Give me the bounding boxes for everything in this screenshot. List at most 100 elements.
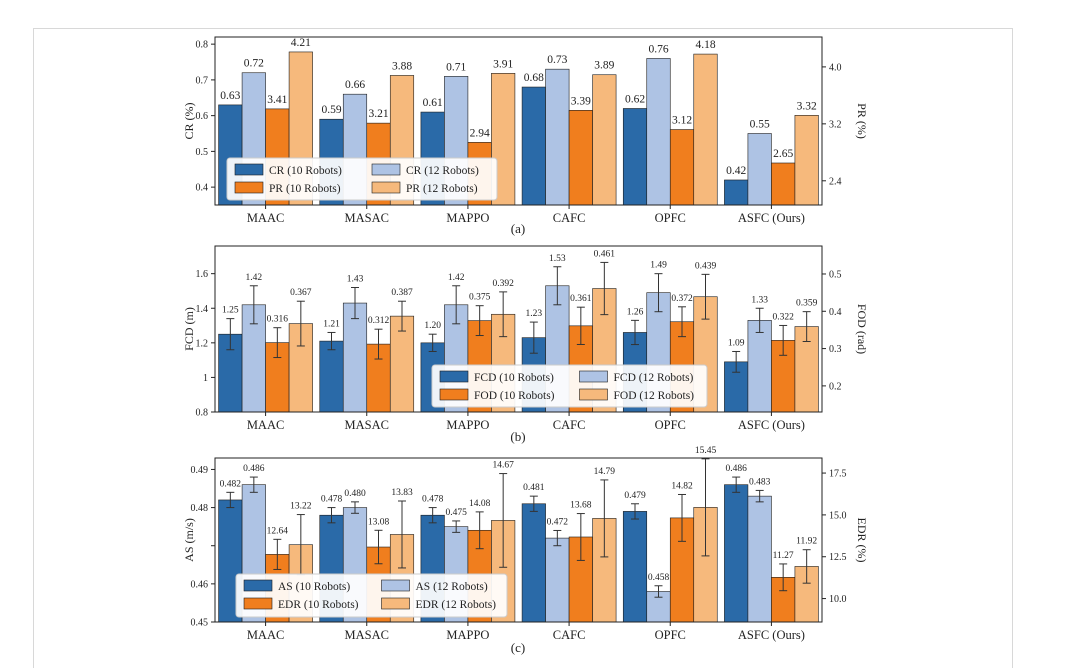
left-tick-label: 1.4 [196, 304, 209, 315]
panel-caption: (a) [511, 221, 525, 236]
category-label: MAAC [247, 628, 285, 642]
left-tick-label: 0.45 [191, 618, 209, 629]
legend-swatch [381, 597, 410, 610]
bar-fcd-12-robots--masac [342, 302, 368, 412]
category-label: ASFC (Ours) [738, 211, 805, 225]
legend-entry: AS (10 Robots) [278, 581, 350, 593]
axes-frame [214, 36, 823, 206]
data-label: 13.08 [368, 517, 390, 527]
right-tick-label: 0.4 [829, 307, 842, 318]
data-label: 0.361 [570, 294, 592, 304]
chart-panel-1: 1.251.21 1.201.23 1.261.091.42 1.43 1.421.53… [182, 245, 869, 444]
data-label: 0.375 [469, 293, 491, 303]
legend: AS (10 Robots) EDR (10 Robots) AS (12 Robo… [235, 573, 508, 618]
data-label: 0.392 [492, 279, 514, 289]
data-label: 0.439 [695, 261, 717, 271]
data-label: 3.89 [594, 60, 614, 72]
panel-caption: (c) [511, 640, 525, 655]
legend-swatch [439, 370, 469, 383]
data-label: 1.43 [347, 275, 364, 285]
data-label: 4.18 [695, 39, 715, 51]
data-label: 0.387 [391, 288, 413, 298]
data-label: 13.83 [391, 488, 413, 498]
data-label: 0.359 [796, 299, 818, 309]
data-label: 3.88 [392, 60, 412, 72]
data-label: 3.12 [672, 115, 692, 127]
right-tick-label: 4.0 [829, 62, 842, 73]
data-label: 13.68 [570, 501, 592, 511]
right-tick-label: 0.5 [829, 269, 842, 280]
data-label: 0.71 [446, 61, 466, 73]
data-label: 14.79 [594, 467, 616, 477]
right-tick-label: 10.0 [829, 594, 847, 605]
data-label: 0.461 [594, 249, 616, 259]
y-axis-right-label: PR (%) [855, 103, 869, 139]
bar-cr-12-robots--opfc [646, 58, 671, 205]
data-label: 0.481 [523, 483, 545, 493]
legend-entry: CR (12 Robots) [406, 165, 479, 177]
data-label: 0.483 [749, 477, 771, 487]
legend-swatch [243, 579, 273, 592]
data-label: 13.22 [290, 502, 312, 512]
data-label: 14.08 [469, 499, 491, 509]
data-label: 3.32 [797, 100, 817, 112]
axes-frame [214, 457, 823, 623]
legend-box [235, 573, 508, 618]
data-label: 3.39 [571, 95, 591, 107]
category-label: CAFC [553, 628, 586, 642]
bar-as-12-robots--asfc [747, 495, 772, 622]
left-tick-label: 0.5 [196, 147, 209, 158]
bar-pr-10-robots--opfc [669, 129, 695, 205]
category-label: OPFC [655, 418, 686, 432]
data-label: 4.21 [291, 37, 311, 49]
bar-cr-10-robots--cafc [521, 86, 546, 205]
legend-swatch [579, 370, 608, 383]
legend-entry: FCD (10 Robots) [474, 372, 554, 384]
bar-as-10-robots--asfc [724, 484, 749, 622]
data-label: 0.68 [524, 72, 544, 84]
bar-pr-12-robots--opfc [693, 53, 718, 205]
left-tick-label: 0.7 [196, 75, 209, 86]
data-label: 1.33 [751, 295, 768, 305]
data-label: 1.42 [448, 273, 465, 283]
category-label: MASAC [345, 211, 389, 225]
data-label: 0.475 [445, 508, 467, 518]
legend-entry: CR (10 Robots) [269, 165, 342, 177]
left-tick-label: 0.6 [196, 111, 209, 122]
bar-as-10-robots--cafc [521, 503, 546, 622]
legend-swatch [234, 181, 264, 194]
bar-cr-10-robots--opfc [622, 108, 648, 205]
legend-entry: AS (12 Robots) [416, 581, 488, 593]
bar-pr-10-robots--asfc [771, 162, 796, 205]
legend-entry: PR (12 Robots) [406, 183, 478, 195]
category-label: CAFC [553, 418, 586, 432]
data-label: 1.26 [627, 307, 644, 317]
data-label: 0.478 [422, 495, 444, 505]
bar-pr-10-robots--cafc [568, 110, 593, 205]
data-label: 0.480 [344, 489, 366, 499]
data-label: 1.23 [526, 309, 543, 319]
category-label: MASAC [345, 628, 389, 642]
data-label: 0.322 [772, 312, 794, 322]
bar-as-12-robots--cafc [545, 537, 570, 622]
left-tick-label: 0.8 [196, 40, 209, 51]
data-label: 0.312 [368, 316, 390, 326]
data-label: 2.94 [470, 127, 490, 139]
category-label: MAPPO [446, 418, 489, 432]
data-label: 3.41 [267, 94, 287, 106]
legend-swatch [371, 163, 401, 176]
data-label: 0.76 [648, 43, 668, 55]
legend-entry: EDR (12 Robots) [416, 599, 497, 611]
data-label: 1.21 [323, 319, 340, 329]
category-label: OPFC [655, 211, 686, 225]
category-label: ASFC (Ours) [738, 418, 805, 432]
category-label: MAAC [247, 211, 285, 225]
bar-cr-12-robots--asfc [747, 133, 772, 205]
right-tick-label: 0.3 [829, 344, 842, 355]
data-label: 0.66 [345, 79, 365, 91]
axes-frame [214, 245, 823, 413]
data-label: 0.59 [321, 104, 341, 116]
legend-entry: PR (10 Robots) [269, 183, 341, 195]
left-tick-label: 0.8 [196, 408, 209, 419]
